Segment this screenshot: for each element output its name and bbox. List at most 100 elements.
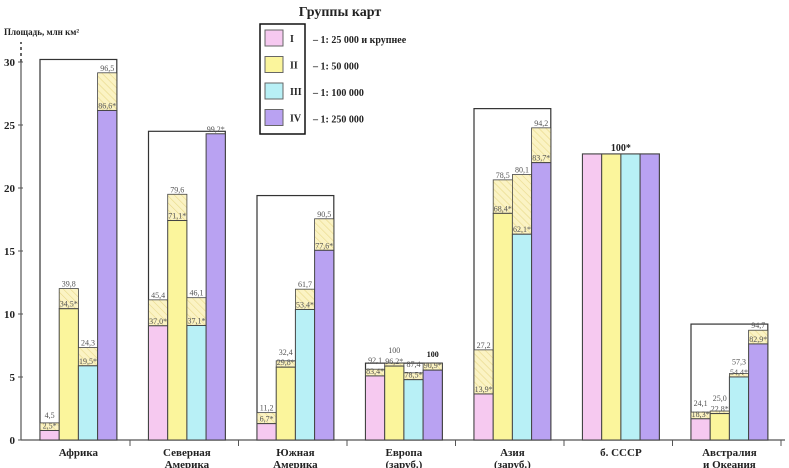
covered-label: 22,8* (711, 405, 729, 414)
total-label: 94,7 (751, 321, 765, 330)
y-axis-label: Площадь, млн км² (4, 27, 79, 37)
legend-code: III (290, 87, 302, 98)
legend-item: I – 1: 25 000 и крупнее (264, 29, 407, 47)
covered-label: 54,4* (730, 368, 748, 377)
covered-label: 37,0* (149, 317, 167, 326)
total-label: 57,3 (732, 358, 746, 367)
bar-covered-III (77, 365, 99, 441)
legend-text: – 1: 250 000 (312, 115, 364, 126)
bar-covered-II (709, 413, 730, 441)
bar-covered-III (511, 233, 533, 441)
legend-code: I (290, 34, 294, 45)
y-tick-label: 25 (4, 120, 16, 132)
covered-label: 62,1* (513, 225, 531, 234)
covered-label: 6,7* (260, 415, 274, 424)
total-label: 90,5 (317, 210, 331, 219)
legend-swatch (264, 82, 284, 100)
legend-text: – 1: 50 000 (312, 62, 359, 73)
category-group: б. СССР (581, 153, 660, 459)
bar-covered-I (473, 393, 494, 441)
covered-label: 83,7* (532, 154, 550, 163)
bar-covered-II (492, 212, 513, 441)
bar-covered-IV (531, 162, 552, 441)
total-label: 80,1 (515, 166, 529, 175)
bar-covered-II (275, 366, 296, 441)
bar-covered-II (167, 220, 188, 441)
total-label: 96,5 (100, 64, 114, 73)
covered-label: 86,6* (98, 101, 116, 110)
y-tick-label: 30 (4, 57, 16, 69)
bar-covered-I (39, 429, 60, 441)
covered-label: 19,5* (79, 357, 97, 366)
category-label: Европа (386, 447, 423, 459)
total-label: 78,5 (496, 171, 510, 180)
legend-swatch (264, 29, 284, 47)
bar-covered-III (294, 308, 316, 441)
bar-covered-III (403, 379, 424, 441)
region-label: 100* (611, 143, 631, 154)
total-label: 45,4 (151, 291, 165, 300)
total-label: 39,8 (62, 280, 76, 289)
legend-item: II – 1: 50 000 (264, 56, 359, 73)
covered-label: 29,8* (277, 358, 295, 367)
total-label: 11,2 (260, 404, 274, 413)
covered-label: 99,2* (207, 125, 225, 134)
category-label: Африка (59, 447, 99, 459)
bar-covered-IV (314, 249, 335, 441)
covered-label: 83,4* (366, 367, 384, 376)
legend-text: – 1: 25 000 и крупнее (312, 35, 407, 46)
covered-label: 2,5* (43, 421, 57, 430)
bar-covered-IV (748, 343, 769, 441)
category-label: Америка (165, 459, 210, 468)
bar-covered-IV (205, 133, 226, 441)
chart-title: Группы карт (299, 5, 382, 20)
total-label: 87,4 (407, 360, 421, 369)
y-tick-label: 5 (10, 372, 16, 384)
bar-covered-IV (639, 153, 660, 441)
total-label: 46,1 (190, 289, 204, 298)
total-label: 24,3 (81, 339, 95, 348)
covered-label: 71,1* (168, 212, 186, 221)
legend-text: – 1: 100 000 (312, 88, 364, 99)
total-label: 94,2 (534, 119, 548, 128)
legend-swatch (264, 56, 284, 73)
covered-label: 37,1* (188, 316, 206, 325)
category-label: Азия (500, 447, 525, 459)
category-label: б. СССР (600, 447, 642, 459)
y-tick-label: 0 (10, 435, 16, 447)
bar-covered-I (365, 375, 386, 441)
bar-covered-IV (97, 109, 118, 441)
category-group: Африка (39, 58, 118, 459)
bar-covered-II (601, 153, 622, 441)
category-label: и Океания (703, 459, 756, 468)
legend-item: III – 1: 100 000 (264, 82, 364, 100)
covered-label: 13,9* (475, 385, 493, 394)
total-label: 4,5 (45, 411, 55, 420)
total-label: 25,0 (713, 394, 727, 403)
total-label: 79,6 (170, 185, 184, 194)
total-label: 92,1 (368, 356, 382, 365)
total-label: 100 (427, 350, 439, 359)
bar-covered-II (58, 308, 79, 441)
category-label: Северная (163, 447, 211, 459)
category-label: (заруб.) (385, 459, 422, 468)
total-label: 24,1 (694, 399, 708, 408)
category-group: Азия(заруб.) (473, 108, 552, 468)
covered-label: 78,5* (405, 371, 423, 380)
legend-swatch (264, 109, 284, 126)
covered-label: 96,2* (385, 357, 403, 366)
covered-label: 82,9* (749, 335, 767, 344)
covered-label: 34,5* (60, 300, 78, 309)
category-label: Южная (276, 447, 314, 459)
covered-label: 77,6* (315, 241, 333, 250)
total-label: 32,4 (279, 348, 293, 357)
covered-label: 68,4* (494, 204, 512, 213)
bar-covered-II (384, 365, 405, 441)
category-label: Австралия (702, 447, 757, 459)
legend-code: IV (290, 114, 302, 125)
y-tick-label: 15 (4, 246, 16, 258)
